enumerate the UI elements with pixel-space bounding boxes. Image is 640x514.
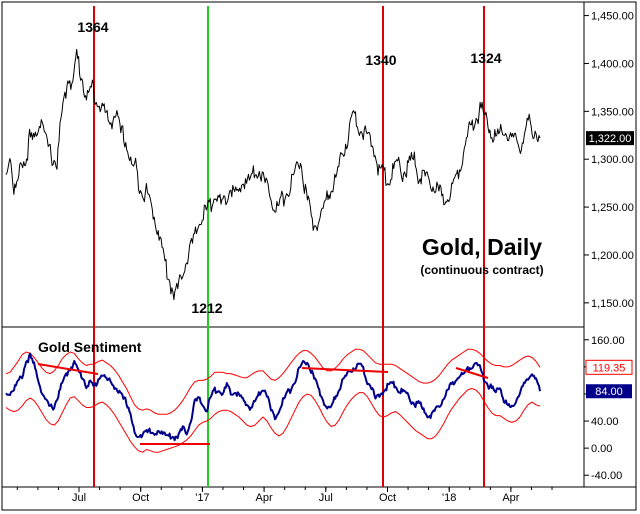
sentiment-tick-label: 160.00 xyxy=(591,335,625,347)
x-tick-label: Apr xyxy=(256,492,273,504)
price-tick-label: 1,350.00 xyxy=(591,106,634,118)
sentiment-tick-label: 40.00 xyxy=(591,416,619,428)
divergence-line-1 xyxy=(37,363,99,375)
last-price-badge: 1,322.00 xyxy=(586,131,634,146)
chart-title: Gold, Daily xyxy=(422,234,542,260)
x-tick-label: Jul xyxy=(319,492,333,504)
divergence-line-3 xyxy=(301,367,389,373)
price-tick-label: 1,150.00 xyxy=(591,298,634,310)
peak-label-2: 1340 xyxy=(365,52,396,68)
sentiment-tick-label: -40.00 xyxy=(591,470,622,482)
x-tick-label: Jul xyxy=(72,492,86,504)
price-y-ticks: 1,150.00 1,200.00 1,250.00 1,300.00 1,350.00… xyxy=(584,11,634,310)
sentiment-badge: 84.00 xyxy=(586,384,632,399)
lower-band-line xyxy=(5,388,541,453)
chart-subtitle: (continuous contract) xyxy=(420,263,543,277)
divergence-line-4 xyxy=(455,367,489,379)
x-axis-ticks: Jul Oct '17 Apr Jul Oct '18 Apr xyxy=(16,487,553,504)
last-price-value: 1,322.00 xyxy=(589,133,632,145)
x-tick-label: Oct xyxy=(379,492,396,504)
peak-label-1: 1364 xyxy=(77,19,108,35)
upper-band-value: 119.35 xyxy=(593,362,626,374)
price-tick-label: 1,450.00 xyxy=(591,11,634,23)
price-tick-label: 1,200.00 xyxy=(591,250,634,262)
gold-price-line xyxy=(5,48,541,301)
sentiment-tick-label: 0.00 xyxy=(591,443,612,455)
peak-label-3: 1324 xyxy=(470,50,501,66)
price-series xyxy=(5,48,541,301)
x-tick-label: '18 xyxy=(442,492,456,504)
trough-label: 1212 xyxy=(191,300,222,316)
x-tick-label: '17 xyxy=(195,492,209,504)
price-tick-label: 1,400.00 xyxy=(591,58,634,70)
sentiment-value: 84.00 xyxy=(595,386,623,398)
price-tick-label: 1,250.00 xyxy=(591,202,634,214)
sentiment-panel-title: Gold Sentiment xyxy=(38,339,142,355)
sentiment-line xyxy=(5,352,541,442)
x-tick-label: Apr xyxy=(502,492,519,504)
divergence-lines xyxy=(37,363,489,445)
upper-band-line xyxy=(5,348,541,415)
price-tick-label: 1,300.00 xyxy=(591,154,634,166)
x-tick-label: Oct xyxy=(132,492,149,504)
upper-band-badge: 119.35 xyxy=(585,359,633,375)
sentiment-series xyxy=(5,348,541,453)
